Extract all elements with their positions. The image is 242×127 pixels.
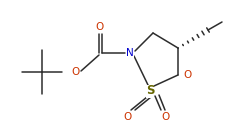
Text: O: O — [72, 67, 80, 77]
Text: O: O — [96, 22, 104, 32]
Text: O: O — [124, 112, 132, 122]
Text: S: S — [146, 84, 154, 98]
Text: O: O — [183, 70, 191, 80]
Text: N: N — [126, 48, 134, 58]
Text: O: O — [162, 112, 170, 122]
